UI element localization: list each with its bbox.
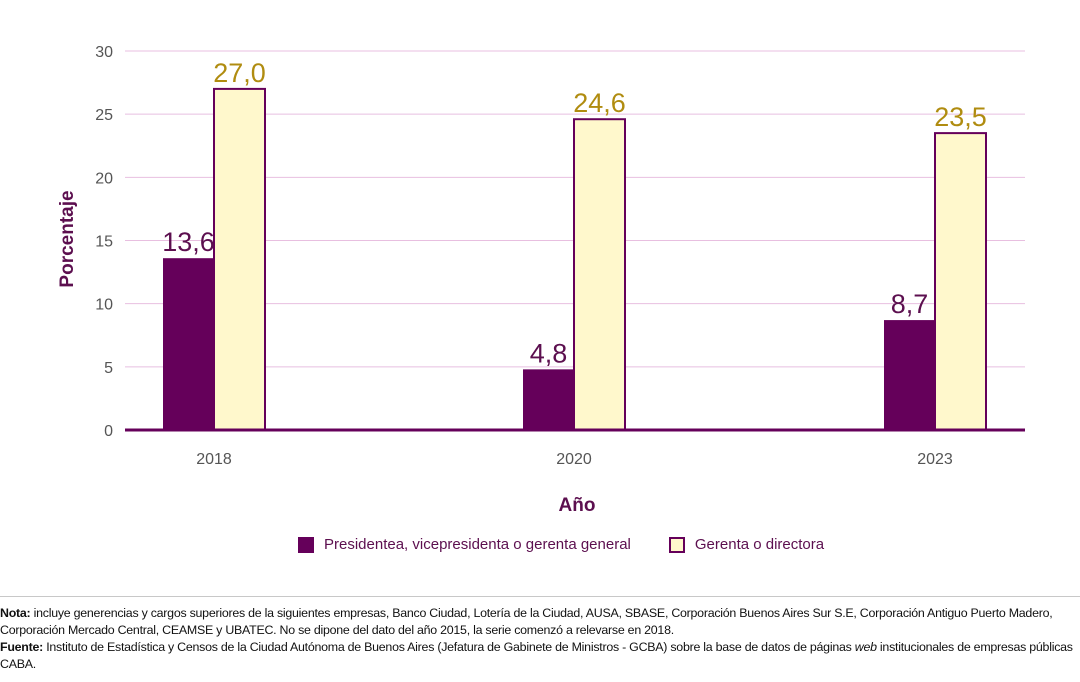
bar-presidenta (163, 258, 214, 430)
fuente-text-1: Instituto de Estadística y Censos de la … (43, 640, 855, 654)
legend-item-gerenta: Gerenta o directora (668, 536, 825, 553)
data-label: 23,5 (934, 102, 987, 132)
legend-label-presidenta: Presidentea, vicepresidenta o gerenta ge… (324, 536, 631, 553)
y-tick-label: 5 (104, 360, 113, 377)
separator-line (0, 596, 1080, 597)
bar-presidenta (884, 320, 935, 430)
legend: Presidentea, vicepresidenta o gerenta ge… (298, 536, 862, 553)
nota-paragraph: Nota: incluye generencias y cargos super… (0, 605, 1076, 639)
data-labels: 13,6 4,8 8,7 27,0 24,6 23,5 (162, 58, 987, 368)
fuente-paragraph: Fuente: Instituto de Estadística y Censo… (0, 639, 1076, 673)
y-axis-title: Porcentaje (57, 190, 78, 287)
y-tick-label: 10 (95, 297, 113, 314)
legend-label-gerenta: Gerenta o directora (694, 536, 825, 553)
data-label: 4,8 (530, 338, 568, 368)
y-tick-label: 0 (104, 423, 113, 440)
x-tick-label: 2020 (556, 451, 592, 468)
y-axis-ticks: 0 5 10 15 20 25 30 (95, 44, 113, 440)
x-axis-ticks: 2018 2020 2023 (196, 451, 953, 468)
y-tick-label: 20 (95, 170, 113, 187)
legend-swatch-presidenta (298, 536, 314, 553)
data-label: 8,7 (891, 289, 929, 319)
notes-block: Nota: incluye generencias y cargos super… (0, 605, 1076, 673)
bar-gerenta (573, 118, 626, 431)
legend-swatch-gerenta (668, 536, 685, 553)
x-axis-title: Año (559, 495, 596, 516)
x-tick-label: 2023 (917, 451, 953, 468)
y-tick-label: 25 (95, 107, 113, 124)
fuente-label: Fuente: (0, 640, 43, 654)
bar-presidenta (523, 369, 574, 430)
nota-text: incluye generencias y cargos superiores … (0, 606, 1053, 637)
fuente-italic: web (854, 640, 877, 654)
legend-item-presidenta: Presidentea, vicepresidenta o gerenta ge… (298, 536, 631, 553)
data-label: 13,6 (162, 227, 215, 257)
bar-gerenta (213, 87, 266, 432)
bars (163, 87, 987, 432)
nota-label: Nota: (0, 606, 31, 620)
fuente-text-2: institucionales de empresas públicas CAB… (0, 640, 1073, 671)
y-tick-label: 15 (95, 234, 113, 251)
bar-chart: 0 5 10 15 20 25 30 2018 2020 2023 13,6 4,8 8,7 27,0… (57, 44, 1025, 516)
data-label: 24,6 (573, 88, 626, 118)
data-label: 27,0 (213, 58, 266, 88)
x-tick-label: 2018 (196, 451, 232, 468)
y-tick-label: 30 (95, 44, 113, 61)
bar-gerenta (934, 132, 987, 431)
